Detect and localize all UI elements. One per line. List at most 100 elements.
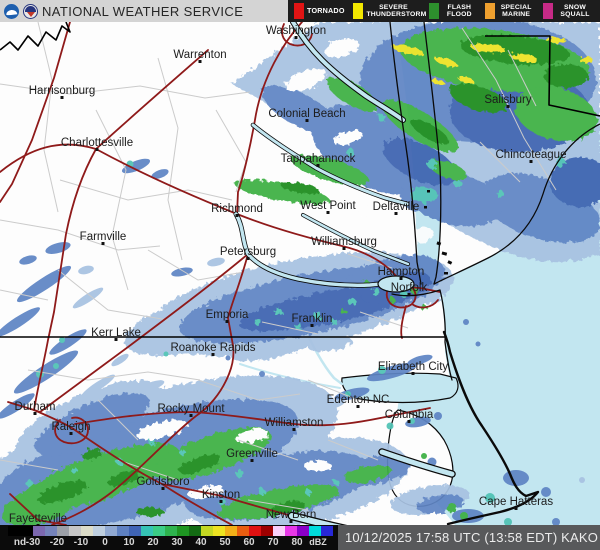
colorbar-segment-15: [213, 526, 225, 536]
severe-thunderstorm-label: SEVERE THUNDERSTORM: [366, 3, 427, 18]
app-title: NATIONAL WEATHER SERVICE: [42, 3, 244, 19]
coastlines: [389, 21, 600, 526]
colorbar-segment-4: [81, 526, 93, 536]
city-label-fayetteville: Fayetteville: [9, 513, 67, 525]
colorbar-segment-23: [309, 526, 321, 536]
outer-banks: [442, 330, 540, 526]
precip-roanoke-cells: [139, 335, 265, 392]
highway-raleigh-loop: [54, 416, 89, 445]
city-label-franklin: Franklin: [292, 313, 333, 325]
city-dot: [399, 277, 403, 280]
bay-east-shore: [423, 21, 442, 285]
highway-i40: [7, 401, 233, 526]
va-beach-coast: [391, 289, 453, 381]
snow-squall-label: SNOW SQUALL: [560, 3, 590, 18]
flash-flood-swatch: [429, 3, 440, 19]
city-label-hampton: Hampton: [378, 266, 425, 278]
tick-label-30: 30: [171, 537, 183, 548]
city-label-columbia: Columbia: [385, 409, 434, 421]
nws-logo-icon: [23, 3, 38, 19]
city-dot: [69, 432, 73, 435]
highway-i85: [33, 253, 249, 413]
city-label-farmville: Farmville: [80, 231, 127, 243]
city-dot: [411, 372, 415, 375]
city-dot: [292, 428, 296, 431]
city-dot: [95, 148, 99, 151]
tornado-swatch: [294, 3, 304, 19]
city-label-west-point: West Point: [300, 200, 356, 212]
wv-va-border: [0, 21, 71, 51]
city-dot: [529, 160, 533, 163]
colorbar-segment-1: [45, 526, 57, 536]
city-label-kerr-lake: Kerr Lake: [91, 327, 141, 339]
md-de-border: [485, 35, 600, 117]
city-label-edenton-nc: Edenton NC: [327, 394, 390, 406]
legend-item-snow-squall: SNOW SQUALL: [542, 3, 594, 19]
colorbar-segment-7: [117, 526, 129, 536]
timestamp: 10/12/2025 17:58 UTC (13:58 EDT) KAKO: [338, 525, 600, 550]
tick-label-70: 70: [267, 537, 279, 548]
colorbar-segment-20: [273, 526, 285, 536]
city-dot: [60, 96, 64, 99]
city-label-petersburg: Petersburg: [220, 246, 276, 258]
city-label-chincoteague: Chincoteague: [496, 149, 567, 161]
special-marine-label: SPECIAL MARINE: [500, 3, 532, 18]
city-dot: [310, 324, 314, 327]
city-label-warrenton: Warrenton: [173, 49, 226, 61]
city-label-raleigh: Raleigh: [52, 421, 91, 433]
city-dot: [294, 36, 298, 39]
tick-label--20: -20: [49, 537, 65, 548]
tick-label-80: 80: [291, 537, 303, 548]
city-dot: [514, 507, 518, 510]
highway-fayetteville: [9, 493, 67, 526]
county-lines: [0, 21, 557, 511]
legend-item-special-marine: SPECIAL MARINE: [485, 3, 534, 19]
city-dot: [101, 242, 105, 245]
city-dot: [305, 119, 309, 122]
colorbar-segment-24: [321, 526, 333, 536]
legend-item-severe-thunderstorm: SEVERE THUNDERSTORM: [353, 3, 427, 19]
noaa-logo-icon: [4, 3, 19, 19]
precip-northeast-mass: [232, 18, 600, 262]
city-dot: [33, 412, 37, 415]
colorbar-segment-10: [153, 526, 165, 536]
roanoke-river: [239, 363, 341, 389]
flash-flood-label: FLASH FLOOD: [446, 3, 472, 18]
colorbar-tick-labels: nd -30 -20 -10 0 10 20 30 40 50 60 70 80: [0, 537, 340, 549]
bay-west-shore: [389, 21, 422, 285]
dbz-unit-label: dBZ: [309, 537, 327, 547]
tick-label-60: 60: [243, 537, 255, 548]
severe-thunderstorm-swatch: [353, 3, 364, 19]
city-label-tappahannock: Tappahannock: [281, 153, 356, 165]
reflectivity-colorbar: [8, 526, 333, 536]
radar-precipitation: [0, 18, 600, 549]
tick-label-10: 10: [123, 537, 135, 548]
radar-map[interactable]: Washington Warrenton Harrisonburg Salisbury…: [0, 18, 600, 549]
colorbar-segment-3: [69, 526, 81, 536]
city-dot: [407, 420, 411, 423]
state-borders: [0, 21, 600, 338]
city-label-salisbury: Salisbury: [484, 94, 532, 106]
city-dot: [246, 257, 250, 260]
highway-i81: [0, 21, 71, 203]
snow-squall-swatch: [542, 3, 553, 19]
tick-label-0: 0: [102, 537, 108, 548]
city-dot: [326, 211, 330, 214]
colorbar-segment-0: [33, 526, 45, 536]
city-dot: [219, 500, 223, 503]
city-dot: [250, 459, 254, 462]
city-label-williamsburg: Williamsburg: [311, 236, 377, 248]
city-dot: [161, 487, 165, 490]
city-dot: [235, 214, 239, 217]
tornado-label: TORNADO: [307, 6, 345, 16]
city-dot: [211, 353, 215, 356]
city-dot: [407, 293, 411, 296]
bay-islands: [424, 190, 453, 275]
tick-label--10: -10: [73, 537, 89, 548]
special-marine-swatch: [485, 3, 496, 19]
city-label-washington: Washington: [266, 25, 326, 37]
precip-west-streaks: [0, 265, 129, 419]
colorbar-segment-2: [57, 526, 69, 536]
city-label-rocky-mount: Rocky Mount: [157, 403, 225, 415]
